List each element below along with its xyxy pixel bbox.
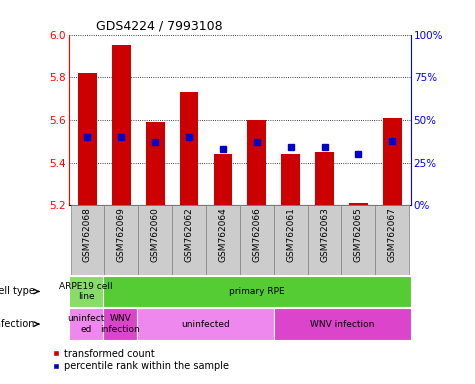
Text: GSM762061: GSM762061 — [286, 207, 295, 262]
Text: GSM762064: GSM762064 — [218, 207, 228, 262]
Text: WNV infection: WNV infection — [310, 319, 375, 329]
Bar — [274, 308, 411, 340]
Bar — [104, 205, 138, 275]
Text: GSM762065: GSM762065 — [354, 207, 363, 262]
Text: cell type: cell type — [0, 286, 34, 296]
Text: uninfect
ed: uninfect ed — [67, 314, 104, 334]
Bar — [281, 154, 300, 205]
Bar — [206, 205, 240, 275]
Text: uninfected: uninfected — [181, 319, 230, 329]
Bar — [383, 118, 401, 205]
Bar — [247, 120, 266, 205]
Bar — [315, 152, 334, 205]
Text: GSM762068: GSM762068 — [83, 207, 92, 262]
Text: GSM762060: GSM762060 — [151, 207, 160, 262]
Bar — [172, 205, 206, 275]
Bar — [240, 205, 274, 275]
Text: WNV
infection: WNV infection — [100, 314, 140, 334]
Bar — [342, 205, 375, 275]
Text: ARPE19 cell
line: ARPE19 cell line — [59, 282, 113, 301]
Text: infection: infection — [0, 319, 34, 329]
Bar — [308, 205, 342, 275]
Bar — [112, 45, 131, 205]
Bar — [71, 205, 104, 275]
Legend: transformed count, percentile rank within the sample: transformed count, percentile rank withi… — [52, 349, 229, 371]
Bar — [214, 154, 232, 205]
Text: GDS4224 / 7993108: GDS4224 / 7993108 — [96, 19, 223, 32]
Bar — [69, 308, 103, 340]
Bar — [69, 276, 103, 307]
Bar — [349, 203, 368, 205]
Text: GSM762066: GSM762066 — [252, 207, 261, 262]
Bar — [138, 205, 172, 275]
Bar — [274, 205, 308, 275]
Bar — [137, 308, 274, 340]
Bar — [146, 122, 164, 205]
Text: GSM762062: GSM762062 — [185, 207, 194, 262]
Text: GSM762069: GSM762069 — [117, 207, 126, 262]
Bar — [180, 92, 199, 205]
Text: GSM762063: GSM762063 — [320, 207, 329, 262]
Text: GSM762067: GSM762067 — [388, 207, 397, 262]
Text: primary RPE: primary RPE — [229, 287, 285, 296]
Bar — [103, 308, 137, 340]
Bar — [78, 73, 97, 205]
Bar — [375, 205, 409, 275]
